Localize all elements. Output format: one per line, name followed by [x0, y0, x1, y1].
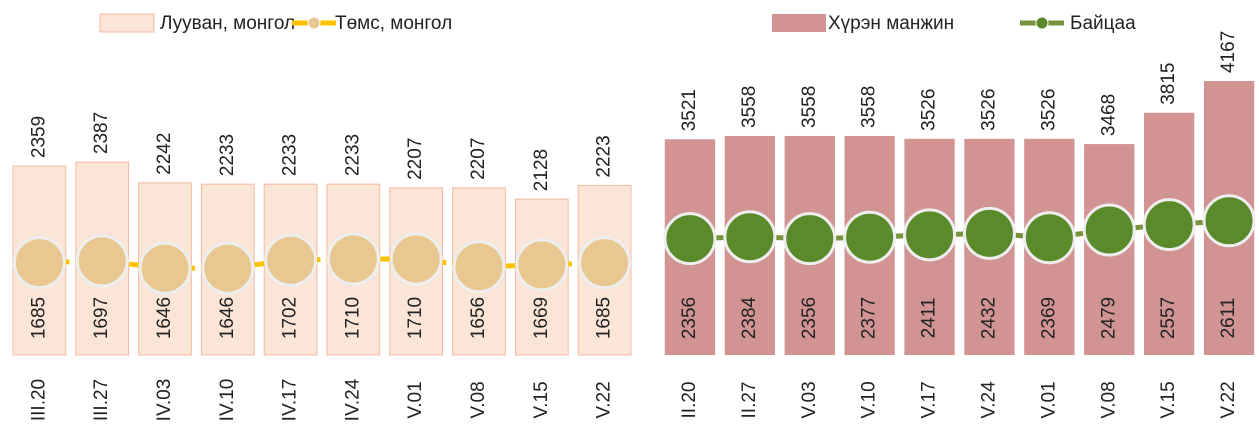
legend-label: Хүрэн манжин [828, 13, 954, 34]
legend-label: Лууван, монгол [160, 13, 295, 34]
x-tick-label: V.01 [405, 381, 426, 418]
marker [665, 214, 715, 264]
value-label: 2432 [978, 297, 999, 339]
marker [725, 212, 775, 262]
value-label: 3526 [978, 89, 999, 131]
value-label: 2242 [154, 133, 175, 175]
marker [1024, 213, 1074, 263]
x-tick-label: V.01 [1038, 381, 1059, 418]
x-tick-label: V.22 [594, 381, 615, 418]
marker [580, 238, 630, 288]
x-tick-label: IV.24 [342, 378, 363, 421]
marker [1144, 200, 1194, 250]
value-label: 2384 [739, 296, 760, 339]
value-label: 2233 [342, 134, 363, 176]
marker [845, 212, 895, 262]
value-label: 3558 [799, 86, 820, 128]
x-tick-label: V.15 [531, 381, 552, 418]
value-label: 2356 [679, 297, 700, 339]
x-tick-label: V.17 [919, 381, 940, 418]
value-label: 2611 [1218, 298, 1239, 339]
marker [14, 238, 64, 288]
value-label: 1669 [531, 297, 552, 339]
marker [203, 243, 253, 293]
marker [391, 234, 441, 284]
value-label: 1646 [154, 297, 175, 339]
legend-label: Төмс, монгол [335, 13, 452, 34]
value-label: 2233 [217, 134, 238, 176]
value-label: 2377 [859, 297, 880, 339]
value-label: 4167 [1218, 31, 1239, 73]
marker [517, 240, 567, 290]
value-label: 1702 [280, 297, 301, 339]
marker [964, 208, 1014, 258]
value-label: 3526 [919, 89, 940, 131]
x-tick-label: IV.17 [280, 379, 301, 422]
x-tick-label: IV.10 [217, 379, 238, 422]
marker [785, 214, 835, 264]
value-label: 1685 [594, 297, 615, 339]
x-tick-label: III.20 [28, 379, 49, 421]
x-tick-label: V.22 [1218, 381, 1239, 418]
value-label: 3521 [679, 89, 700, 131]
value-label: 3815 [1158, 62, 1179, 104]
value-label: 2557 [1158, 297, 1179, 339]
marker [1204, 196, 1254, 246]
x-tick-label: V.08 [1098, 381, 1119, 418]
x-tick-label: II.27 [739, 382, 760, 419]
value-label: 3558 [859, 86, 880, 128]
value-label: 1710 [342, 297, 363, 339]
legend-marker [1036, 17, 1048, 29]
value-label: 2233 [280, 134, 301, 176]
value-label: 2479 [1098, 297, 1119, 339]
value-label: 1697 [91, 297, 112, 339]
value-label: 2387 [91, 112, 112, 154]
value-label: 2207 [468, 138, 489, 180]
value-label: 2359 [28, 116, 49, 158]
value-label: 1685 [28, 297, 49, 339]
value-label: 1646 [217, 297, 238, 339]
marker [328, 234, 378, 284]
value-label: 2356 [799, 297, 820, 339]
x-tick-label: V.10 [859, 381, 880, 418]
legend-swatch [100, 14, 154, 32]
value-label: 1710 [405, 297, 426, 339]
marker [1084, 205, 1134, 255]
x-tick-label: IV.03 [154, 379, 175, 422]
x-tick-label: V.03 [799, 381, 820, 418]
marker [140, 243, 190, 293]
x-tick-label: V.24 [978, 381, 999, 419]
marker [454, 242, 504, 292]
legend-label: Байцаа [1070, 13, 1136, 34]
value-label: 2223 [594, 135, 615, 177]
value-label: 2411 [919, 298, 940, 339]
charts: III.20 III.27 IV.03 IV.10 IV.17 IV.24 V.01 V.08… [0, 0, 1259, 426]
x-tick-label: V.08 [468, 381, 489, 418]
marker [77, 236, 127, 286]
value-label: 3468 [1098, 94, 1119, 136]
value-label: 1656 [468, 297, 489, 339]
x-tick-label: III.27 [91, 379, 112, 421]
legend-marker [308, 17, 320, 29]
legend-swatch [772, 14, 826, 32]
value-label: 3558 [739, 86, 760, 128]
value-label: 2128 [531, 149, 552, 191]
marker [266, 235, 316, 285]
value-label: 3526 [1038, 89, 1059, 131]
x-tick-label: II.20 [679, 382, 700, 419]
marker [905, 210, 955, 260]
x-tick-label: V.15 [1158, 381, 1179, 418]
value-label: 2207 [405, 138, 426, 180]
value-label: 2369 [1038, 297, 1059, 339]
